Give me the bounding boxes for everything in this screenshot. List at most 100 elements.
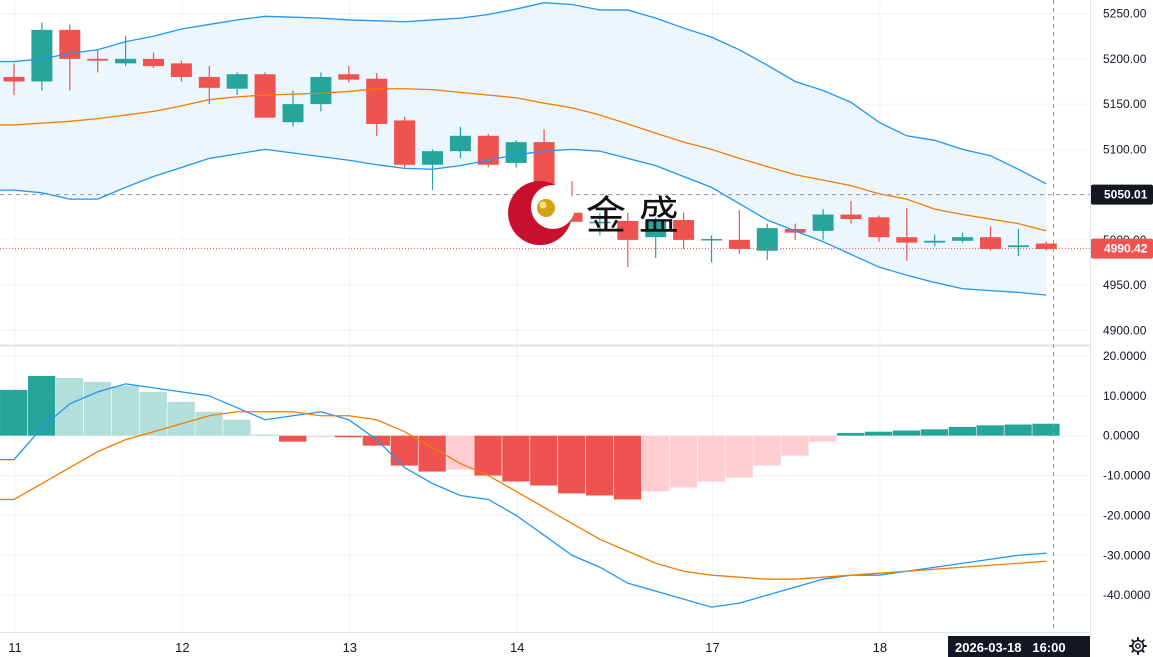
candle-body [3,76,25,82]
candle [896,208,918,261]
candle-body [282,104,304,123]
candle-body [673,219,695,240]
date-tick-label: 13 [343,640,357,655]
date-tick-label: 17 [705,640,719,655]
candle-body [254,74,276,118]
price-tick-label: 5100.00 [1103,142,1147,156]
bollinger-lower-line [0,148,1047,296]
histogram-bar [697,435,725,482]
histogram-bar [306,435,335,437]
candle-body [449,135,471,152]
histogram-bar [139,391,167,436]
candle [645,217,667,258]
candle [87,49,109,73]
price-axis-bg[interactable] [1090,0,1153,632]
macd-tick-label: -10.0000 [1103,469,1151,483]
histogram-bar [111,385,139,436]
price-tick-label: 4950.00 [1103,278,1147,292]
candle-body [366,78,388,125]
candle [449,126,471,159]
histogram-bar [976,425,1004,436]
candle-body [589,221,611,224]
candle-body [87,58,109,61]
candle [477,133,499,168]
histogram-bar [1032,423,1060,436]
histogram-bar [892,430,921,436]
candle-body [812,214,834,231]
histogram-bar [1004,424,1032,436]
candle-body [1007,245,1029,248]
time-axis-labels: 11 12 13 14 17 18 [8,640,887,655]
macd-axis-labels: -40.0000 -30.0000 -20.0000 -10.0000 0.0000 10… [1103,349,1151,602]
price-tick-label: 5200.00 [1103,52,1147,66]
histogram-bar [753,435,781,466]
histogram-bar [390,435,418,466]
candle [1007,229,1029,257]
candle-body [952,237,974,241]
date-tick-label: 12 [175,640,189,655]
candle-body [617,220,639,240]
candle [617,212,639,268]
candle [952,232,974,243]
watermark-logo: 金 盛 [508,181,679,245]
candle [31,22,53,91]
candle-body [310,76,332,105]
crosshair-price-tag: 5050.01 [1091,184,1153,205]
histogram-bar [948,426,976,436]
histogram-bar [279,435,307,442]
crosshair-price-label: 5050.01 [1104,188,1148,202]
histogram-bar [725,435,753,478]
macd-tick-label: 0.0000 [1103,429,1140,443]
macd-tick-label: 20.0000 [1103,349,1147,363]
macd-pane[interactable] [0,355,1090,608]
gear-icon[interactable] [1129,637,1147,655]
candle-body [115,58,137,64]
crosshair-time-label: 2026-03-18 16:00 [955,640,1066,655]
date-tick-label: 14 [510,640,524,655]
candle-body [143,58,164,67]
candle [366,73,388,136]
histogram-bar [558,435,586,494]
last-price-tag: 4990.42 [1091,238,1153,259]
candle-body [422,151,443,165]
macd-tick-label: -20.0000 [1103,508,1151,522]
histogram-bar [669,435,697,488]
bollinger-upper-line [0,2,1047,185]
candle-body [394,120,416,165]
price-tick-label: 4900.00 [1103,323,1147,337]
candle [673,212,695,249]
candle-body [645,219,667,238]
macd-tick-label: 10.0000 [1103,389,1147,403]
histogram-bar [530,435,558,486]
candle [59,24,81,91]
candle-body [477,135,499,165]
watermark-text: 金 盛 [586,193,679,239]
candle [310,72,332,112]
candle-body [198,76,220,88]
price-pane[interactable] [0,0,1090,632]
histogram-bar [0,389,28,436]
candle-body [840,214,862,220]
histogram-bar [223,419,251,436]
histogram-bar [83,381,112,436]
histogram-bar [446,435,474,470]
histogram-bar [920,429,949,436]
candle [1035,241,1057,251]
candle [226,72,248,96]
crosshair-time-tag: 2026-03-18 16:00 [948,636,1090,657]
date-tick-label: 11 [8,640,22,655]
candle-body [1035,243,1057,249]
macd-tick-label: -40.0000 [1103,588,1151,602]
candle-body [505,142,527,163]
candle-body [980,237,1001,249]
candle [394,116,416,168]
price-tick-label: 5150.00 [1103,97,1147,111]
macd-histogram [0,375,1060,500]
candle-body [226,74,248,89]
candle-body [701,238,722,241]
candle [756,223,778,260]
candle [170,60,192,82]
histogram-bar [613,435,642,500]
signal-line [0,411,1047,580]
